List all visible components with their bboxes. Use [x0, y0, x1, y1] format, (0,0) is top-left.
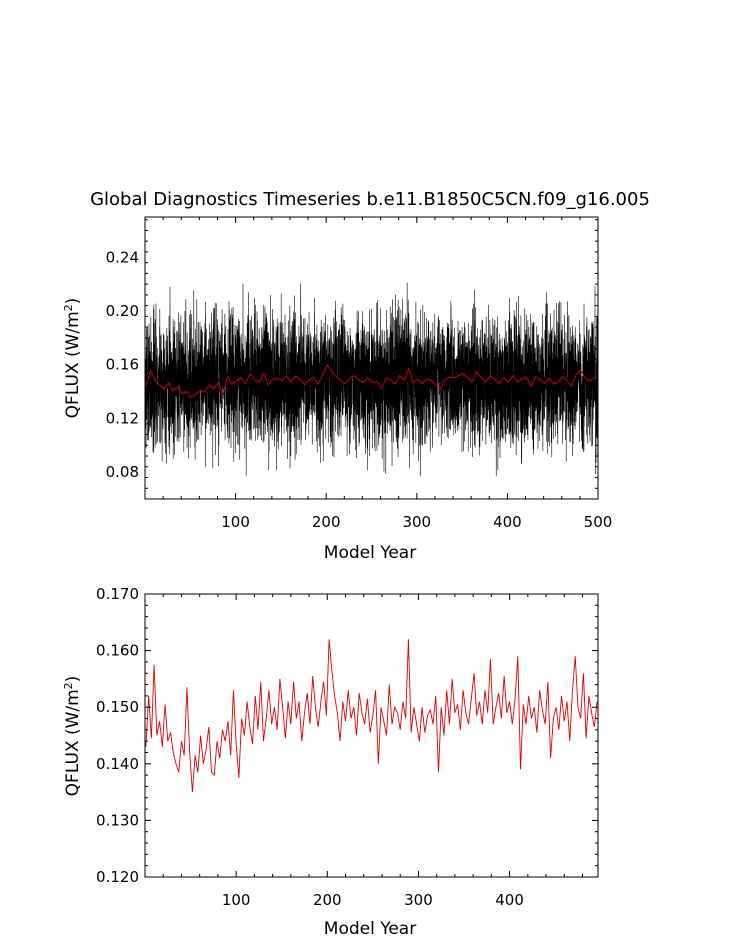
bottom-x-tick-label: 400 — [495, 891, 524, 909]
top-series-annual-mean-line — [145, 363, 595, 399]
top-plot-area — [144, 282, 599, 477]
top-y-tick-label: 0.24 — [106, 248, 139, 266]
top-y-axis-label: QFLUX (W/m2) — [62, 298, 84, 419]
bottom-x-tick-label: 200 — [313, 891, 342, 909]
bottom-x-tick-label: 300 — [404, 891, 433, 909]
bottom-axes: 100 200 300 400 0.120 0.130 0.140 0.150 0.160 0.1… — [96, 585, 598, 909]
top-axes: 100 200 300 400 500 0.08 0.12 0.16 0.20 0.24 — [106, 217, 613, 531]
top-chart-panel: 100 200 300 400 500 0.08 0.12 0.16 0.20 0.24 Mode… — [62, 216, 613, 563]
bottom-y-axis-label: QFLUX (W/m2) — [62, 676, 84, 797]
bottom-y-tick-label: 0.120 — [96, 868, 139, 886]
bottom-plot-area — [145, 639, 598, 793]
bottom-x-axis-label: Model Year — [324, 919, 416, 939]
top-x-tick-label: 300 — [402, 513, 431, 531]
top-x-tick-label: 500 — [584, 513, 613, 531]
bottom-y-tick-label: 0.160 — [96, 642, 139, 660]
top-plot-frame — [144, 216, 599, 500]
top-y-tick-label: 0.20 — [106, 302, 139, 320]
bottom-y-tick-label: 0.150 — [96, 698, 139, 716]
bottom-y-tick-label: 0.170 — [96, 585, 139, 603]
bottom-y-tick-label: 0.140 — [96, 755, 139, 773]
top-series-monthly-line — [144, 282, 599, 477]
top-y-tick-label: 0.16 — [106, 356, 139, 374]
bottom-x-tick-label: 100 — [222, 891, 251, 909]
top-y-tick-label: 0.12 — [106, 409, 139, 427]
bottom-plot-frame — [144, 593, 599, 878]
bottom-y-tick-label: 0.130 — [96, 811, 139, 829]
plot-title: Global Diagnostics Timeseries b.e11.B185… — [90, 189, 650, 210]
top-x-tick-label: 200 — [312, 513, 341, 531]
top-y-tick-label: 0.08 — [106, 463, 139, 481]
bottom-series-annual-mean-line — [145, 639, 598, 793]
top-x-axis-label: Model Year — [324, 543, 416, 563]
top-x-tick-label: 400 — [493, 513, 522, 531]
top-x-tick-label: 100 — [221, 513, 250, 531]
bottom-chart-panel: 100 200 300 400 0.120 0.130 0.140 0.150 0.160 0.1… — [62, 585, 599, 939]
